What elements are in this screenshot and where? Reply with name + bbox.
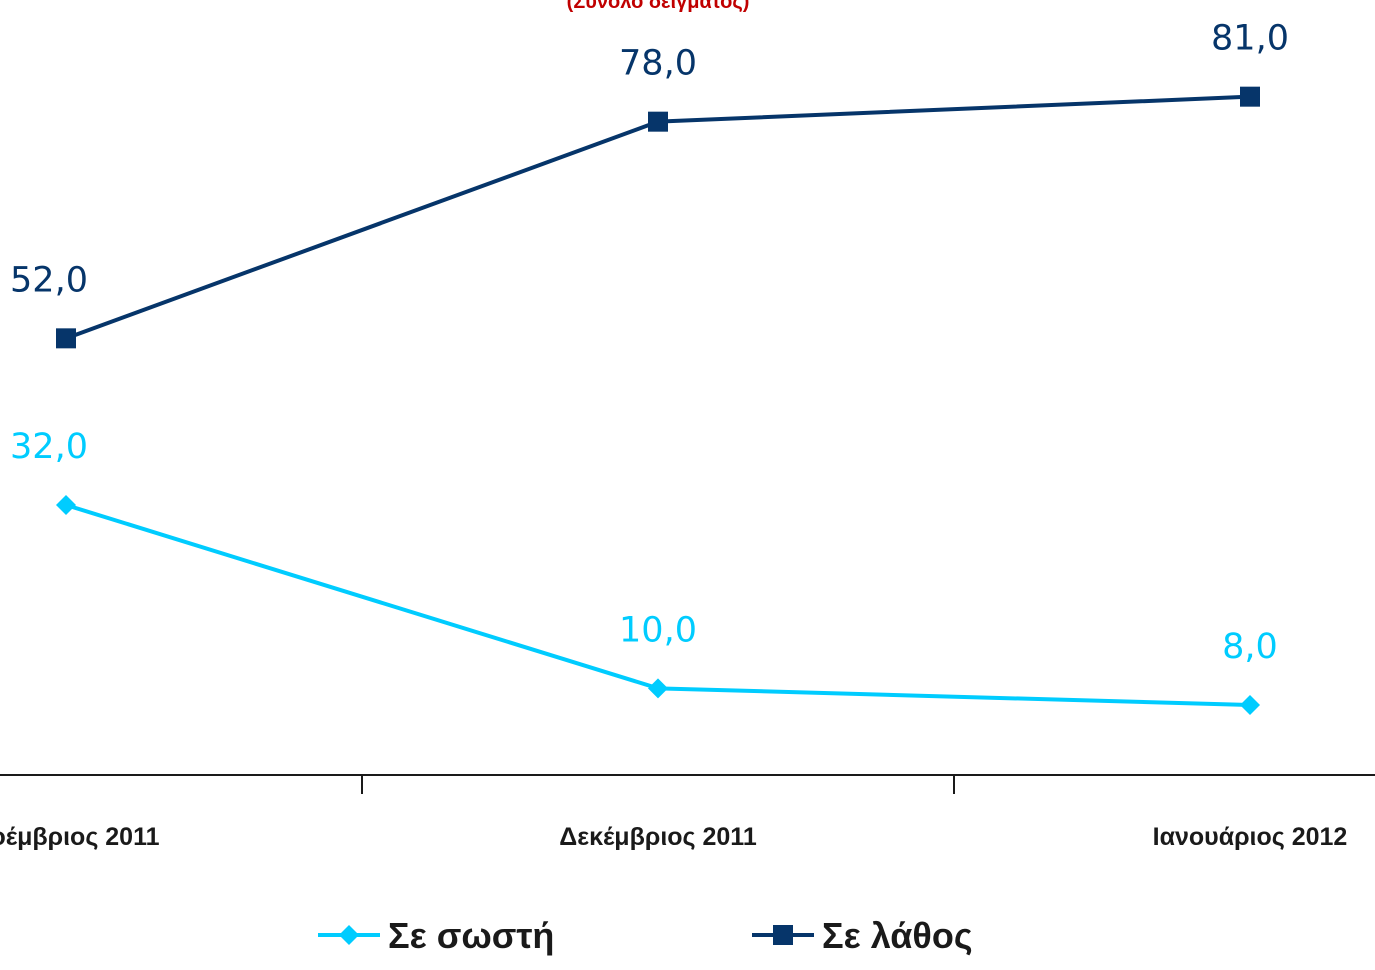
data-point: [56, 328, 76, 349]
data-point: [1240, 695, 1260, 716]
data-label: 10,0: [619, 610, 697, 650]
legend-marker: [339, 925, 359, 945]
data-label: 81,0: [1211, 19, 1289, 59]
series-2: 52,0 78,0 81,0: [10, 19, 1289, 349]
data-label: 78,0: [619, 44, 697, 84]
x-tick-label: Ιανουάριος 2012: [1153, 823, 1348, 851]
series-line: [65, 503, 1251, 708]
data-label: 8,0: [1222, 627, 1278, 667]
series-line: [65, 94, 1251, 341]
data-point: [56, 495, 76, 516]
x-tick-label: Νοέμβριος 2011: [0, 823, 160, 851]
legend-item: Σε σωστή: [318, 915, 554, 956]
data-point: [648, 678, 668, 699]
series-layer: 32,0 10,0 8,0 52,0 78,0 81,0: [10, 19, 1289, 716]
data-label: 52,0: [10, 260, 88, 300]
legend-marker: [773, 925, 793, 945]
x-axis-tick-labels: Νοέμβριος 2011 Δεκέμβριος 2011 Ιανουάριος …: [0, 823, 1347, 851]
legend: Σε σωστή Σε λάθος: [318, 915, 973, 956]
chart-subtitle: (Σύνολο δείγματος): [567, 0, 750, 13]
legend-label: Σε σωστή: [388, 915, 554, 956]
data-point: [1240, 86, 1260, 107]
legend-item: Σε λάθος: [752, 915, 973, 956]
data-point: [648, 111, 668, 132]
legend-label: Σε λάθος: [822, 915, 973, 956]
x-axis-ticks: [361, 775, 955, 794]
x-tick-label: Δεκέμβριος 2011: [559, 823, 757, 851]
data-label: 32,0: [10, 427, 88, 467]
series-1: 32,0 10,0 8,0: [10, 427, 1278, 716]
